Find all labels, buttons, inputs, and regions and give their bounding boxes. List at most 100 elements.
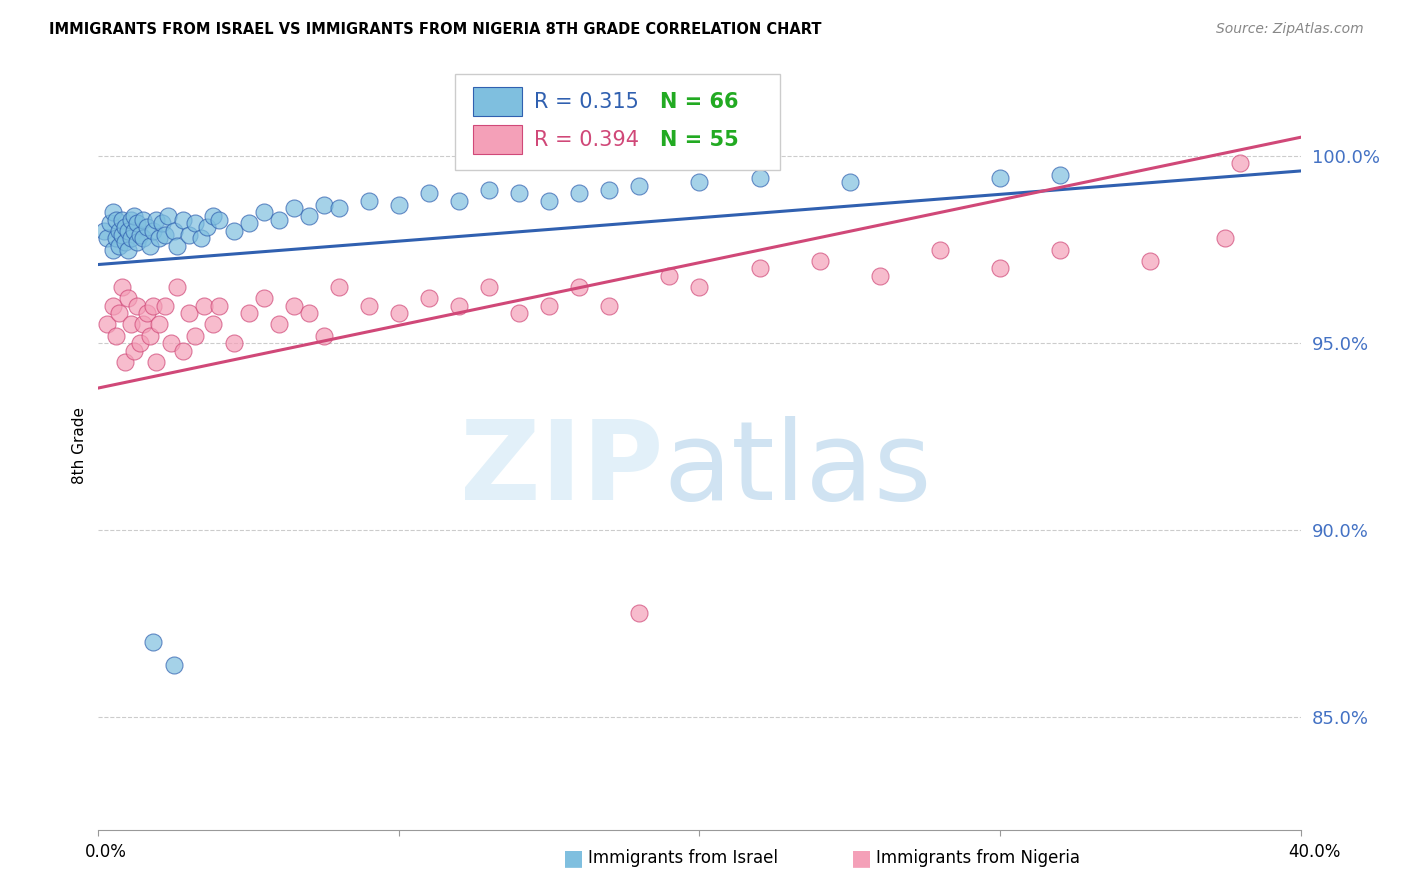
Point: [127, 299, 149, 313]
Point: [177, 227, 200, 242]
Point: [447, 299, 470, 313]
Point: [208, 212, 231, 227]
Text: N = 66: N = 66: [659, 92, 738, 112]
Point: [658, 268, 681, 283]
Text: ■: ■: [851, 848, 872, 868]
Point: [688, 175, 710, 189]
Point: [328, 202, 350, 216]
Point: [748, 171, 770, 186]
Point: [447, 194, 470, 208]
Point: [132, 231, 155, 245]
Point: [153, 227, 176, 242]
Point: [253, 291, 276, 305]
Point: [153, 299, 176, 313]
Point: [193, 299, 215, 313]
Point: [162, 657, 184, 672]
Point: [108, 239, 131, 253]
Text: IMMIGRANTS FROM ISRAEL VS IMMIGRANTS FROM NIGERIA 8TH GRADE CORRELATION CHART: IMMIGRANTS FROM ISRAEL VS IMMIGRANTS FRO…: [49, 22, 821, 37]
Point: [145, 212, 167, 227]
Point: [183, 216, 205, 230]
Point: [105, 328, 128, 343]
Point: [108, 306, 131, 320]
Point: [357, 299, 380, 313]
Point: [141, 299, 163, 313]
Point: [418, 186, 440, 201]
Point: [508, 186, 530, 201]
Point: [598, 183, 620, 197]
Point: [111, 280, 134, 294]
Y-axis label: 8th Grade: 8th Grade: [72, 408, 87, 484]
Text: Immigrants from Nigeria: Immigrants from Nigeria: [876, 849, 1080, 867]
Point: [166, 280, 188, 294]
Point: [568, 280, 591, 294]
Point: [688, 280, 710, 294]
Point: [96, 318, 118, 332]
Text: atlas: atlas: [664, 416, 932, 523]
Point: [172, 212, 194, 227]
Point: [598, 299, 620, 313]
Point: [538, 194, 561, 208]
Point: [132, 318, 155, 332]
Text: R = 0.315: R = 0.315: [534, 92, 638, 112]
Point: [628, 178, 651, 193]
Point: [150, 216, 173, 230]
Text: R = 0.394: R = 0.394: [534, 130, 638, 150]
FancyBboxPatch shape: [456, 74, 780, 169]
Point: [166, 239, 188, 253]
Point: [183, 328, 205, 343]
Point: [145, 355, 167, 369]
Point: [156, 209, 179, 223]
Point: [114, 235, 136, 249]
Point: [478, 280, 501, 294]
Point: [138, 239, 160, 253]
Point: [238, 216, 260, 230]
Point: [238, 306, 260, 320]
Point: [838, 175, 860, 189]
Point: [568, 186, 591, 201]
Point: [628, 606, 651, 620]
Point: [124, 209, 146, 223]
Point: [748, 261, 770, 276]
Point: [195, 220, 218, 235]
Point: [869, 268, 891, 283]
Point: [148, 231, 170, 245]
Point: [1049, 243, 1071, 257]
Point: [108, 224, 131, 238]
Point: [478, 183, 501, 197]
Point: [162, 224, 184, 238]
Point: [135, 306, 157, 320]
Point: [1139, 253, 1161, 268]
Point: [127, 235, 149, 249]
Point: [121, 212, 143, 227]
Point: [141, 224, 163, 238]
Point: [267, 212, 290, 227]
Point: [1215, 231, 1237, 245]
Point: [100, 216, 122, 230]
Point: [418, 291, 440, 305]
Point: [159, 336, 181, 351]
Text: N = 55: N = 55: [659, 130, 738, 150]
Point: [103, 205, 125, 219]
Point: [283, 202, 305, 216]
Point: [124, 224, 146, 238]
Point: [283, 299, 305, 313]
Point: [222, 336, 245, 351]
Point: [177, 306, 200, 320]
Point: [141, 635, 163, 649]
Point: [988, 171, 1011, 186]
Point: [328, 280, 350, 294]
Point: [117, 224, 139, 238]
Point: [1049, 168, 1071, 182]
Point: [201, 318, 224, 332]
Point: [312, 197, 335, 211]
Point: [538, 299, 561, 313]
Point: [117, 243, 139, 257]
Point: [148, 318, 170, 332]
Point: [135, 220, 157, 235]
Point: [222, 224, 245, 238]
Point: [208, 299, 231, 313]
Point: [1229, 156, 1251, 170]
Point: [138, 328, 160, 343]
Point: [190, 231, 212, 245]
Text: Source: ZipAtlas.com: Source: ZipAtlas.com: [1216, 22, 1364, 37]
